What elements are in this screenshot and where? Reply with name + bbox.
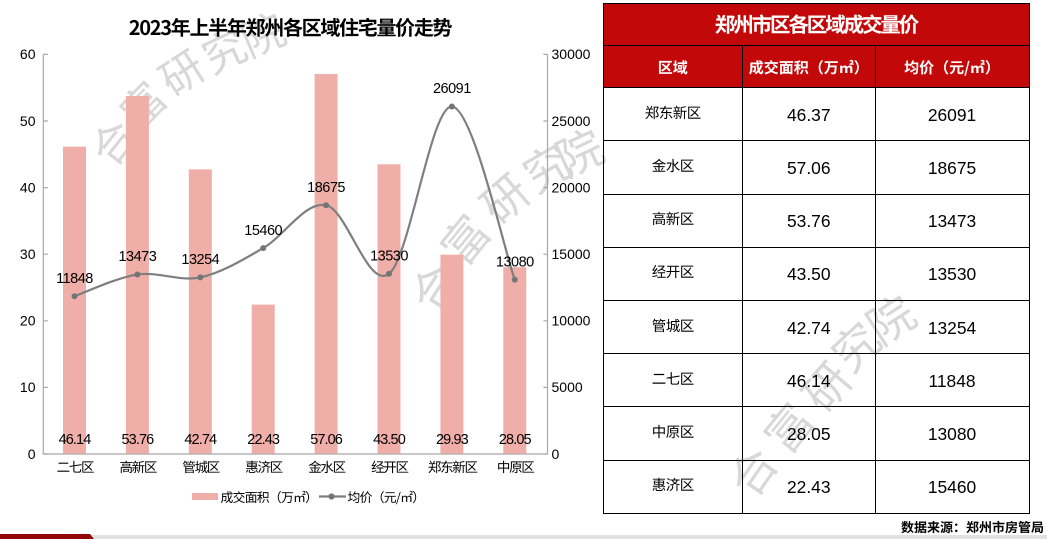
svg-text:57.06: 57.06	[310, 432, 343, 448]
svg-text:15000: 15000	[552, 246, 591, 262]
svg-text:53.76: 53.76	[122, 432, 155, 448]
svg-text:0: 0	[28, 446, 36, 462]
svg-text:18675: 18675	[307, 180, 345, 196]
svg-text:5000: 5000	[552, 379, 583, 395]
svg-text:60: 60	[20, 46, 36, 62]
svg-text:0: 0	[552, 446, 560, 462]
svg-text:42.74: 42.74	[184, 432, 217, 448]
svg-text:40: 40	[20, 179, 36, 195]
svg-text:28.05: 28.05	[499, 432, 532, 448]
svg-text:50: 50	[20, 113, 36, 129]
svg-text:43.50: 43.50	[373, 432, 406, 448]
svg-text:金水区: 金水区	[308, 456, 345, 476]
svg-text:惠济区: 惠济区	[245, 456, 282, 476]
svg-text:20: 20	[20, 313, 36, 329]
svg-text:22.43: 22.43	[247, 432, 280, 448]
svg-text:13530: 13530	[370, 249, 408, 265]
svg-text:13473: 13473	[118, 249, 156, 265]
svg-text:46.14: 46.14	[59, 432, 92, 448]
svg-text:15460: 15460	[244, 223, 282, 239]
svg-text:26091: 26091	[433, 81, 471, 97]
svg-text:管城区: 管城区	[182, 456, 219, 476]
svg-text:29.93: 29.93	[436, 432, 469, 448]
svg-text:13080: 13080	[496, 255, 534, 271]
svg-text:二七区: 二七区	[57, 456, 94, 476]
svg-text:10: 10	[20, 379, 36, 395]
svg-text:30000: 30000	[552, 46, 591, 62]
svg-text:郑东新区: 郑东新区	[428, 456, 478, 476]
svg-text:11848: 11848	[56, 271, 93, 287]
svg-text:30: 30	[20, 246, 36, 262]
svg-text:中原区: 中原区	[497, 456, 534, 476]
svg-text:经开区: 经开区	[371, 456, 408, 476]
svg-text:高新区: 高新区	[119, 456, 156, 476]
svg-text:13254: 13254	[181, 252, 219, 268]
svg-text:25000: 25000	[552, 113, 591, 129]
svg-text:20000: 20000	[552, 179, 591, 195]
svg-text:10000: 10000	[552, 313, 591, 329]
